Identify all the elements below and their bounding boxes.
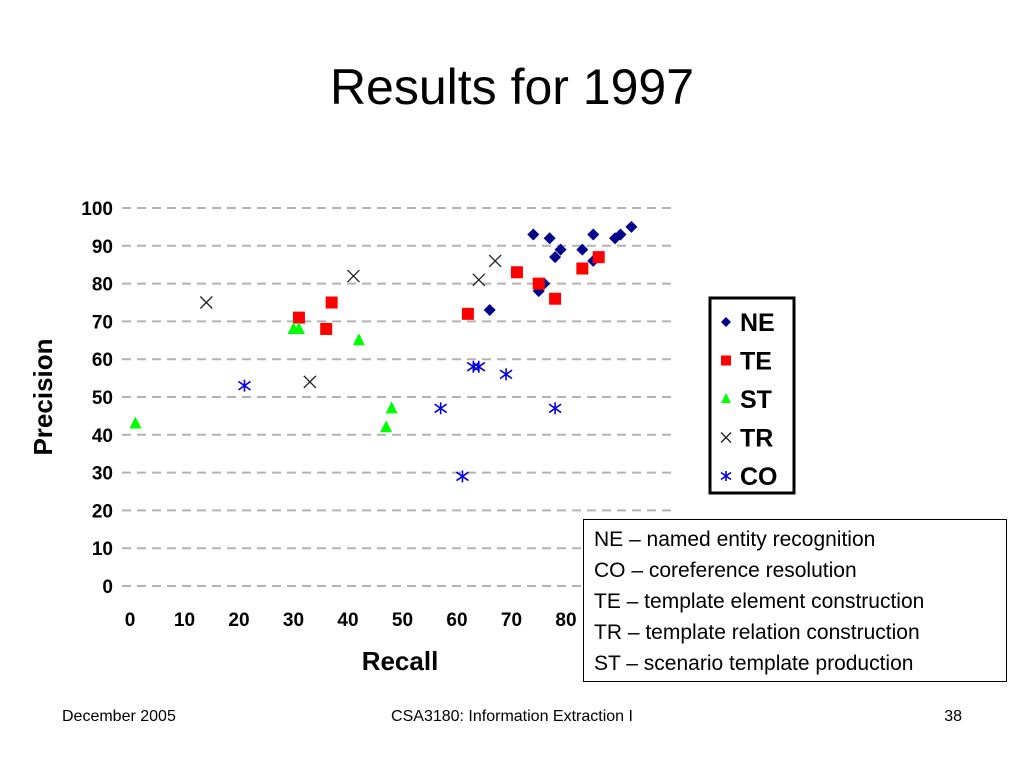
st-point xyxy=(380,420,393,433)
slide-title: Results for 1997 xyxy=(329,59,695,115)
y-tick-label: 20 xyxy=(92,501,113,522)
te-point xyxy=(325,296,338,309)
legend-st-icon xyxy=(721,393,731,403)
legend-co-label: CO xyxy=(740,463,778,491)
y-tick-label: 90 xyxy=(92,237,113,258)
x-tick-label: 40 xyxy=(337,610,358,631)
legend-co-icon xyxy=(720,471,732,481)
st-point xyxy=(352,333,365,346)
x-tick-label: 20 xyxy=(228,610,249,631)
ne-point xyxy=(543,232,556,245)
footer-date: December 2005 xyxy=(62,708,176,725)
y-tick-label: 50 xyxy=(92,388,113,409)
glossary-line-ne: NE – named entity recognition xyxy=(594,528,876,551)
y-tick-label: 80 xyxy=(92,275,113,296)
legend-st-label: ST xyxy=(740,386,772,414)
y-tick-label: 100 xyxy=(81,199,113,220)
ne-point xyxy=(483,304,496,317)
tr-point xyxy=(488,254,502,268)
y-axis-label: Precision xyxy=(28,338,58,455)
legend-te-label: TE xyxy=(740,348,772,376)
st-point xyxy=(385,401,398,414)
x-axis-label: Recall xyxy=(362,646,439,676)
ne-point xyxy=(625,220,638,233)
te-point xyxy=(320,322,333,335)
te-point xyxy=(510,266,523,279)
glossary-line-co: CO – coreference resolution xyxy=(594,559,857,582)
te-point xyxy=(461,307,474,320)
co-point xyxy=(455,470,469,483)
co-point xyxy=(499,368,513,381)
y-tick-label: 70 xyxy=(92,312,113,333)
glossary-line-te: TE – template element construction xyxy=(594,590,925,613)
x-tick-label: 70 xyxy=(501,610,522,631)
x-tick-label: 30 xyxy=(283,610,304,631)
x-tick-label: 50 xyxy=(392,610,413,631)
glossary-line-tr: TR – template relation construction xyxy=(594,621,920,644)
abbreviation-glossary: NE – named entity recognition CO – coref… xyxy=(583,519,1007,682)
y-tick-label: 60 xyxy=(92,350,113,371)
x-tick-label: 10 xyxy=(174,610,195,631)
tr-point xyxy=(303,375,317,389)
ne-point xyxy=(549,251,562,264)
st-point xyxy=(129,416,142,429)
x-tick-label: 0 xyxy=(125,610,136,631)
y-tick-label: 0 xyxy=(102,577,113,598)
co-point xyxy=(472,360,486,373)
legend-te-icon xyxy=(721,355,731,366)
ne-point xyxy=(587,228,600,241)
legend-tr-label: TR xyxy=(740,425,773,453)
te-point xyxy=(576,262,589,275)
footer-slide-number: 38 xyxy=(944,708,962,725)
legend-ne-icon xyxy=(721,317,731,327)
te-point xyxy=(592,251,605,264)
st-point xyxy=(292,321,305,334)
ne-point xyxy=(576,243,589,256)
footer-course: CSA3180: Information Extraction I xyxy=(391,708,633,725)
tr-point xyxy=(346,269,360,283)
x-tick-label: 60 xyxy=(446,610,467,631)
co-point xyxy=(434,402,448,415)
ne-point xyxy=(554,243,567,256)
tr-point xyxy=(199,296,213,309)
legend-tr-icon xyxy=(720,432,732,443)
ne-point xyxy=(614,228,627,241)
tr-point xyxy=(472,273,486,287)
legend-ne-label: NE xyxy=(740,309,775,337)
y-tick-label: 10 xyxy=(92,539,113,560)
chart-legend: NE TE ST TR CO xyxy=(708,296,796,495)
te-point xyxy=(549,292,562,305)
co-point xyxy=(237,379,251,392)
co-point xyxy=(548,402,562,415)
glossary-line-st: ST – scenario template production xyxy=(594,652,914,675)
x-tick-label: 80 xyxy=(555,610,576,631)
y-tick-label: 40 xyxy=(92,426,113,447)
ne-point xyxy=(527,228,540,241)
te-point xyxy=(532,277,545,290)
te-point xyxy=(292,311,305,324)
y-tick-label: 30 xyxy=(92,464,113,485)
